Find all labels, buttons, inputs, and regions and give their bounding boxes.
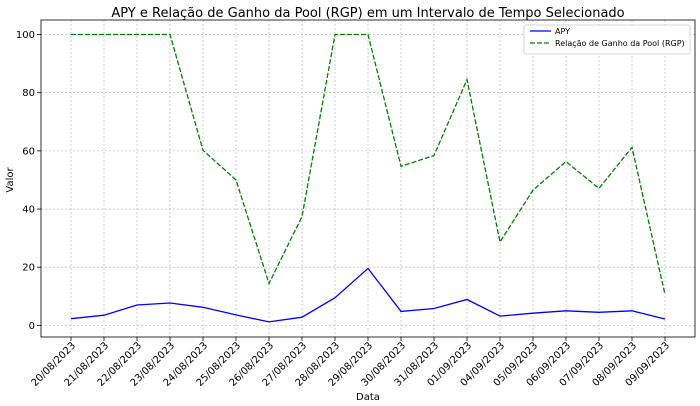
- y-tick-label: 20: [22, 263, 35, 274]
- x-axis-ticks: 20/08/202321/08/202322/08/202323/08/2023…: [30, 337, 672, 389]
- chart-title: APY e Relação de Ganho da Pool (RGP) em …: [111, 6, 624, 21]
- legend-box: [523, 24, 691, 55]
- y-tick-label: 0: [29, 321, 35, 332]
- legend: APY Relação de Ganho da Pool (RGP): [523, 24, 691, 55]
- y-axis-ticks: 0 20 40 60 80 100: [16, 30, 41, 332]
- series-line-apy: [70, 267, 666, 323]
- y-tick-label: 100: [16, 30, 35, 41]
- y-axis-label: Valor: [5, 167, 16, 193]
- y-tick-label: 60: [22, 146, 35, 157]
- grid-lines: [41, 20, 695, 337]
- legend-label: Relação de Ganho da Pool (RGP): [555, 39, 685, 48]
- legend-label: APY: [555, 27, 570, 36]
- x-axis-label: Data: [356, 392, 380, 403]
- plot-frame: [40, 19, 696, 338]
- y-tick-label: 40: [22, 205, 35, 216]
- y-tick-label: 80: [22, 88, 35, 99]
- series-lines: [70, 33, 666, 323]
- series-line-rgp: [71, 33, 666, 295]
